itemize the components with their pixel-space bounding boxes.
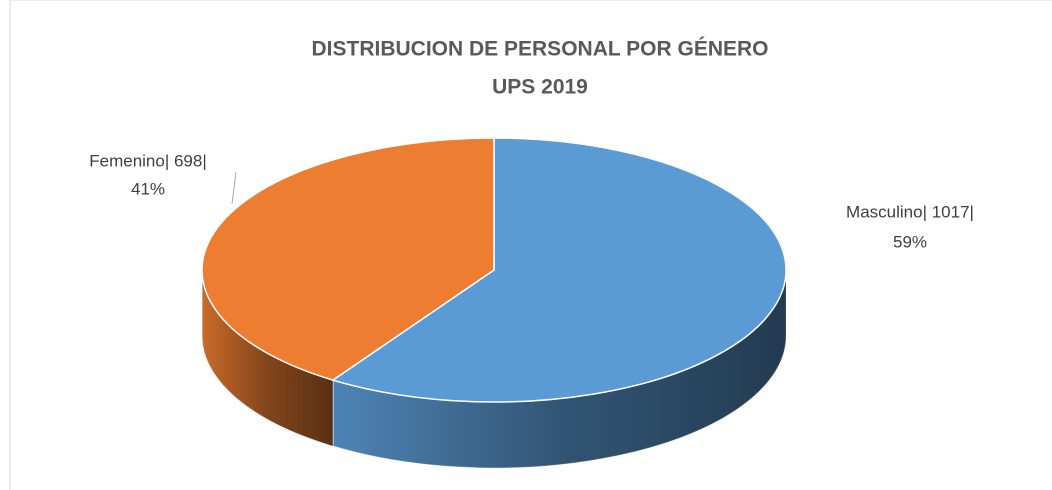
chart-subtitle: UPS 2019	[492, 76, 588, 99]
chart-frame	[9, 0, 1052, 490]
data-label-percent: 41%	[131, 179, 165, 198]
data-label-percent: 59%	[893, 232, 927, 251]
data-label: Masculino| 1017|	[846, 202, 974, 221]
slice	[331, 137, 787, 403]
slice-side-shade	[202, 270, 333, 447]
chart-title: DISTRIBUCION DE PERSONAL POR GÉNERO	[312, 38, 769, 61]
pie	[201, 137, 787, 469]
leader-line	[231, 171, 237, 205]
data-label: Femenino| 698|	[89, 151, 207, 170]
slice-side-shade	[332, 270, 786, 469]
slice	[201, 137, 495, 381]
